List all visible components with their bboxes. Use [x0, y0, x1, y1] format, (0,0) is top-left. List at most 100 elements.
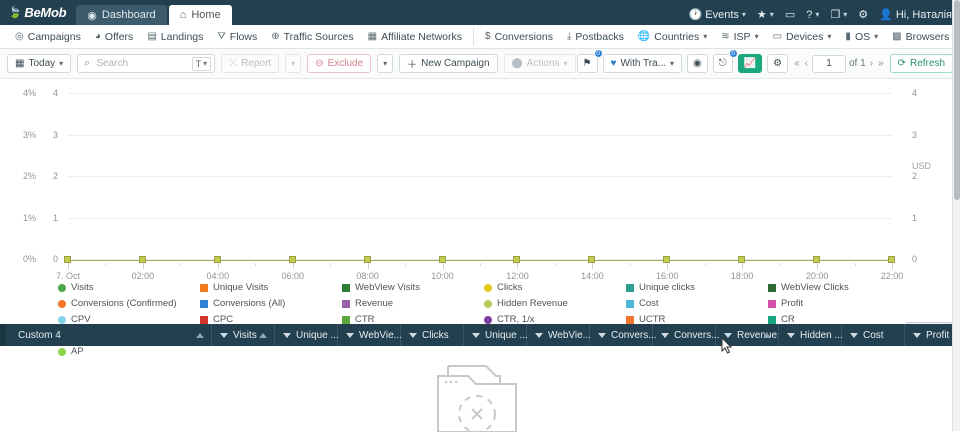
visibility-button[interactable]: ◉ — [687, 54, 708, 73]
nav-isp[interactable]: ≋ ISP ▾ — [714, 28, 765, 46]
next-page-button[interactable]: › — [869, 58, 874, 69]
legend-item[interactable]: Revenue — [342, 298, 484, 309]
legend-item[interactable]: Unique Visits — [200, 282, 342, 293]
menu-favorites[interactable]: ★ ▾ — [757, 8, 774, 21]
search-box[interactable]: ⌕ T ▾ — [77, 54, 215, 73]
tab-home[interactable]: ⌂ Home — [169, 5, 232, 25]
table-header-cell[interactable]: Unique ... — [464, 324, 527, 346]
traffic-filter-button[interactable]: ♥ With Tra... ▾ — [603, 54, 683, 73]
report-button[interactable]: ⤬ Report — [221, 54, 279, 73]
table-header-cell[interactable]: Convers... — [653, 324, 716, 346]
filter-icon[interactable] — [220, 333, 228, 338]
table-header-cell[interactable]: Cost — [842, 324, 905, 346]
data-point[interactable] — [64, 256, 71, 263]
report-dropdown-button[interactable]: ▾ — [285, 54, 301, 73]
nav-conversions[interactable]: $ Conversions — [473, 28, 560, 46]
legend-item[interactable]: Visits — [58, 282, 200, 293]
data-point[interactable] — [364, 256, 371, 263]
nav-postbacks[interactable]: ⤓ Postbacks — [560, 28, 631, 46]
nav-countries[interactable]: 🌐 Countries ▾ — [631, 28, 714, 46]
column-settings-button[interactable]: ⚙ — [767, 54, 788, 73]
sort-asc-icon[interactable] — [259, 333, 267, 338]
brand-logo[interactable]: 🍃 BeMob — [8, 5, 76, 25]
menu-settings[interactable]: ⚙ — [858, 8, 868, 21]
nav-landings[interactable]: ▤ Landings — [140, 28, 210, 46]
table-header-cell[interactable]: Unique ... — [275, 324, 338, 346]
nav-devices[interactable]: ▭ Devices ▾ — [766, 28, 839, 46]
table-header-cell[interactable]: WebVie... — [527, 324, 590, 346]
actions-button[interactable]: ⬤ Actions ▾ — [504, 54, 576, 73]
filter-icon[interactable] — [724, 333, 732, 338]
filter-icon[interactable] — [598, 333, 606, 338]
menu-chat[interactable]: ▭ — [785, 8, 795, 21]
search-input[interactable] — [94, 57, 187, 70]
prev-page-button[interactable]: ‹ — [804, 58, 809, 69]
legend-item[interactable]: Profit — [768, 298, 910, 309]
filter-icon[interactable] — [472, 333, 480, 338]
data-point[interactable] — [888, 256, 895, 263]
data-point[interactable] — [588, 256, 595, 263]
sort-asc-icon[interactable] — [763, 333, 771, 338]
table-header-cell[interactable]: Clicks — [401, 324, 464, 346]
filter-icon[interactable] — [661, 333, 669, 338]
menu-copy[interactable]: ❐ ▾ — [830, 8, 847, 21]
menu-help[interactable]: ? ▾ — [806, 9, 819, 21]
exclude-dropdown-button[interactable]: ▾ — [377, 54, 393, 73]
page-scrollbar-thumb[interactable] — [954, 0, 960, 200]
data-point[interactable] — [439, 256, 446, 263]
table-header-cell[interactable]: Custom 4 — [6, 324, 212, 346]
legend-item[interactable]: WebView Clicks — [768, 282, 910, 293]
page-scrollbar[interactable] — [952, 0, 960, 431]
legend-item[interactable]: Hidden Revenue — [484, 298, 626, 309]
nav-traffic-sources[interactable]: ⊕ Traffic Sources — [264, 28, 360, 46]
menu-user[interactable]: 👤 Hi, Наталія — [879, 8, 952, 21]
nav-affiliate-networks[interactable]: ▦ Affiliate Networks — [361, 28, 469, 46]
legend-item[interactable]: AP — [58, 346, 200, 357]
legend-item[interactable]: Conversions (Confirmed) — [58, 298, 200, 309]
chart-toggle-button[interactable]: 📈 — [738, 54, 762, 73]
menu-events[interactable]: 🕐 Events ▾ — [689, 8, 746, 21]
table-header: Custom 4VisitsUnique ...WebVie...ClicksU… — [0, 324, 960, 346]
refresh-button[interactable]: ⟳ Refresh — [890, 54, 953, 73]
nav-browsers[interactable]: ▩ Browsers ▾ — [885, 28, 960, 46]
nav-campaigns[interactable]: ◎ Campaigns — [8, 28, 88, 46]
data-point[interactable] — [289, 256, 296, 263]
tab-dashboard[interactable]: ◉ Dashboard — [76, 5, 166, 25]
data-point[interactable] — [738, 256, 745, 263]
last-page-button[interactable]: » — [877, 58, 885, 69]
data-point[interactable] — [663, 256, 670, 263]
filter-icon[interactable] — [787, 333, 795, 338]
filter-icon[interactable] — [535, 333, 543, 338]
new-campaign-button[interactable]: ＋ New Campaign — [399, 54, 497, 73]
table-header-cell[interactable]: Revenue — [716, 324, 779, 346]
page-input[interactable] — [812, 55, 846, 73]
flag-button[interactable]: ⚑ — [577, 54, 598, 73]
legend-item[interactable]: Conversions (All) — [200, 298, 342, 309]
text-filter-button[interactable]: T ▾ — [192, 57, 212, 71]
sort-asc-icon[interactable] — [196, 333, 204, 338]
filter-icon[interactable] — [283, 333, 291, 338]
filter-icon[interactable] — [913, 333, 921, 338]
legend-item[interactable]: Clicks — [484, 282, 626, 293]
table-header-cell[interactable]: WebVie... — [338, 324, 401, 346]
filter-icon[interactable] — [409, 333, 417, 338]
legend-item[interactable]: Unique clicks — [626, 282, 768, 293]
filter-icon[interactable] — [850, 333, 858, 338]
nav-offers[interactable]: ◕ Offers — [88, 28, 140, 46]
exclude-button[interactable]: ⊖ Exclude — [307, 54, 371, 73]
nav-os[interactable]: ▮ OS ▾ — [838, 28, 885, 46]
data-point[interactable] — [813, 256, 820, 263]
shuffle-icon: ⤬ — [229, 58, 237, 69]
date-range-button[interactable]: ▦ Today ▾ — [7, 54, 71, 73]
legend-item[interactable]: Cost — [626, 298, 768, 309]
data-point[interactable] — [139, 256, 146, 263]
table-header-cell[interactable]: Convers... — [590, 324, 653, 346]
data-point[interactable] — [214, 256, 221, 263]
nav-flows[interactable]: ⛛ Flows — [210, 28, 264, 46]
legend-item[interactable]: WebView Visits — [342, 282, 484, 293]
first-page-button[interactable]: « — [793, 58, 801, 69]
data-point[interactable] — [513, 256, 520, 263]
filter-icon[interactable] — [346, 333, 354, 338]
table-header-cell[interactable]: Visits — [212, 324, 275, 346]
table-header-cell[interactable]: Hidden ... — [779, 324, 842, 346]
